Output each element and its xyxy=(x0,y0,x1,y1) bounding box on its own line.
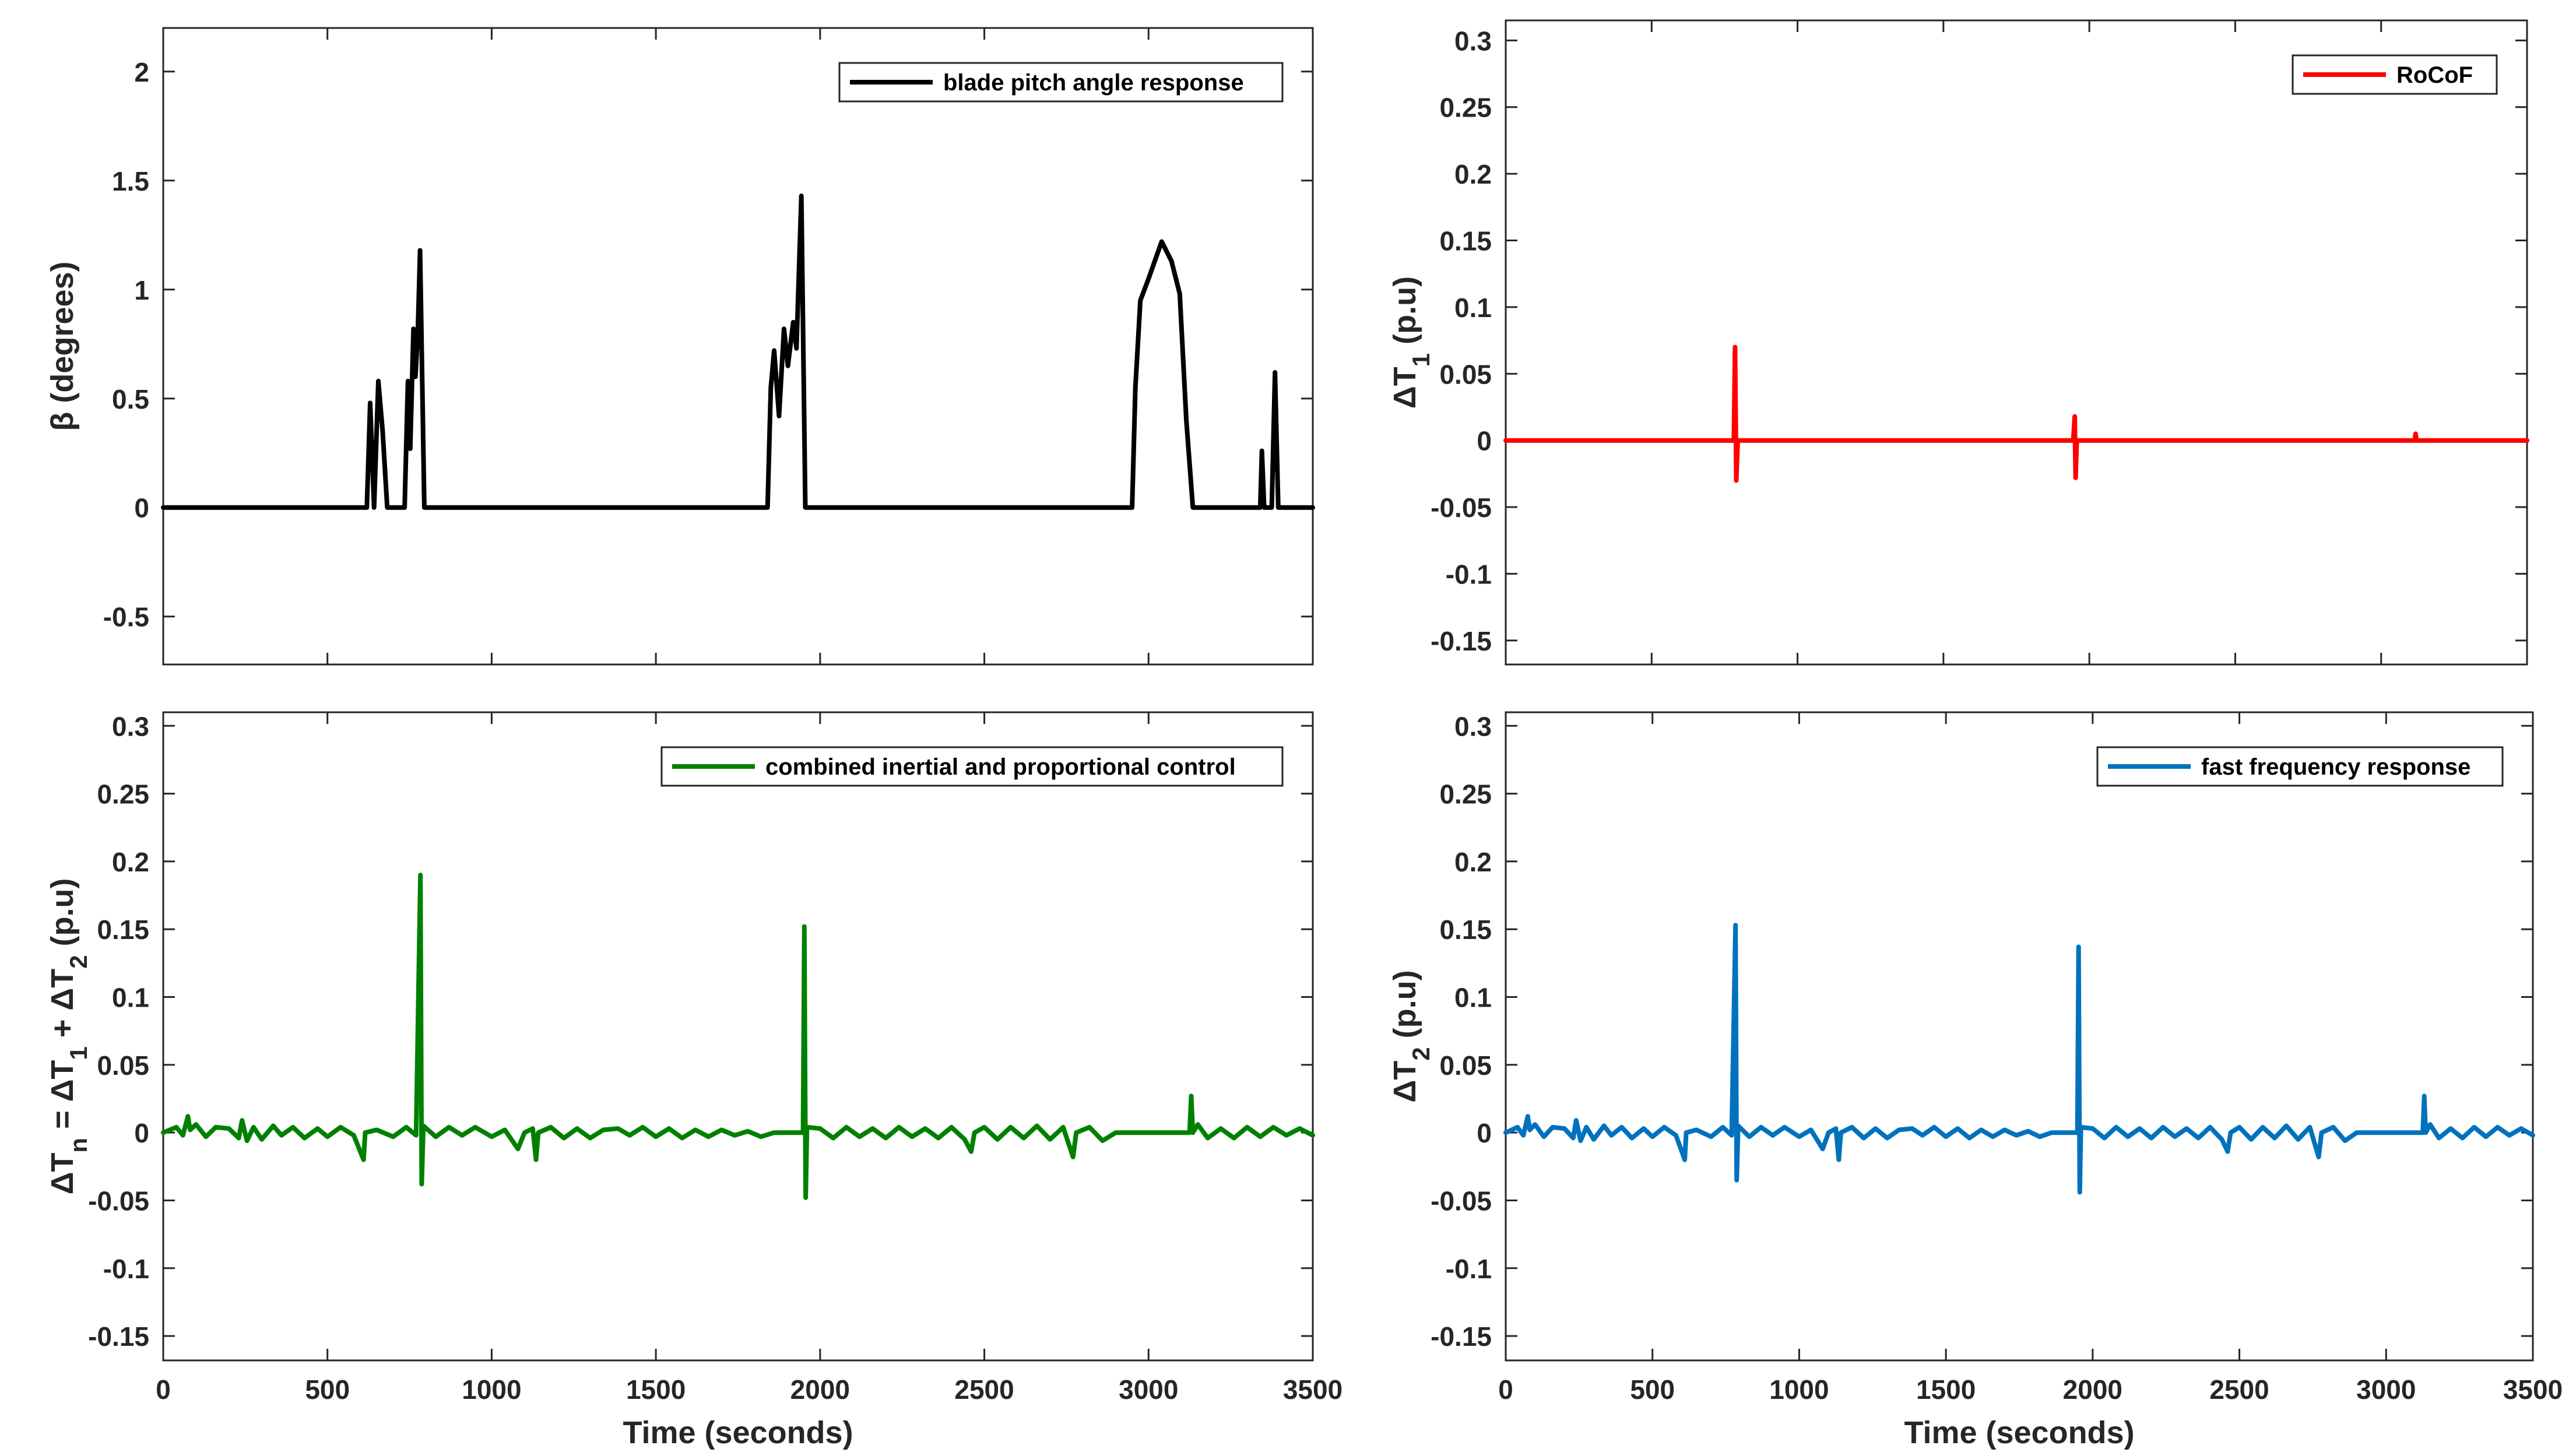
x-tick-label: 1000 xyxy=(1769,1374,1829,1405)
x-tick-label: 2500 xyxy=(954,1374,1014,1405)
legend: fast frequency response xyxy=(2096,746,2504,787)
y-axis-label-part: (p.u) xyxy=(1387,276,1422,353)
y-tick-label: 0.5 xyxy=(112,384,149,414)
y-tick-label: 0.2 xyxy=(1454,159,1492,189)
y-axis-label-part: β (degrees) xyxy=(45,261,80,431)
series-line xyxy=(161,873,1315,1200)
legend-label: combined inertial and proportional contr… xyxy=(765,754,1236,780)
y-tick-label: -0.05 xyxy=(1431,1186,1492,1216)
y-tick-label: 0 xyxy=(134,1118,149,1148)
y-axis-label-subscript: n xyxy=(65,1138,92,1153)
y-axis-label: ΔTn = ΔT1 + ΔT2 (p.u) xyxy=(45,878,92,1195)
y-tick-label: 0 xyxy=(1477,426,1492,456)
y-axis-label-part: ΔT xyxy=(1387,1061,1422,1103)
y-tick-label: -0.1 xyxy=(1446,1254,1492,1284)
y-axis-label-part: ΔT xyxy=(1387,367,1422,409)
x-tick-label: 1500 xyxy=(1916,1374,1976,1405)
x-tick-label: 3000 xyxy=(1119,1374,1178,1405)
legend-box xyxy=(660,746,1284,787)
series-line xyxy=(1503,923,2535,1195)
legend: RoCoF xyxy=(2292,54,2498,95)
plot-area xyxy=(1505,19,2528,666)
y-tick-label: 0.15 xyxy=(1439,915,1492,945)
legend-label: RoCoF xyxy=(2396,62,2473,88)
x-tick-label: 2000 xyxy=(2063,1374,2122,1405)
y-tick-label: -0.15 xyxy=(88,1321,149,1352)
y-tick-label: 0.1 xyxy=(1454,293,1492,323)
y-axis-label-subscript: 2 xyxy=(65,955,92,969)
series-line xyxy=(1503,344,2529,483)
y-tick-label: 0.3 xyxy=(1454,711,1492,741)
y-tick-label: -0.05 xyxy=(88,1186,149,1216)
y-tick-label: 0.1 xyxy=(112,983,149,1013)
x-tick-label: 3500 xyxy=(1283,1374,1343,1405)
y-tick-label: 0.15 xyxy=(97,915,149,945)
y-tick-label: 0.15 xyxy=(1439,226,1492,256)
y-axis-label-subscript: 2 xyxy=(1407,1047,1435,1060)
y-tick-label: 0.05 xyxy=(1439,1050,1492,1081)
legend: blade pitch angle response xyxy=(838,62,1284,103)
y-tick-label: 0.25 xyxy=(1439,93,1492,123)
series-line xyxy=(161,194,1315,510)
y-tick-label: 0.05 xyxy=(97,1050,149,1081)
x-tick-label: 0 xyxy=(1498,1374,1513,1405)
chart-pitch-angle: -0.5 0 0.5 1 1.5 2 β (degrees) blade pitch angl… xyxy=(45,27,1315,666)
y-tick-label: -0.1 xyxy=(1446,559,1492,589)
x-tick-label: 1500 xyxy=(626,1374,686,1405)
y-tick-label: 2 xyxy=(134,57,149,87)
y-axis-label-part: = ΔT xyxy=(45,1060,80,1138)
y-tick-label: -0.1 xyxy=(103,1254,149,1284)
y-axis-label-subscript: 1 xyxy=(65,1046,92,1060)
legend-box xyxy=(2096,746,2504,787)
y-tick-label: 0.25 xyxy=(97,779,149,810)
chart-rocof: -0.15 -0.1 -0.05 0 0.05 0.1 0.15 0.2 0.25 0.3 ΔT1 … xyxy=(1387,19,2529,666)
legend-label: fast frequency response xyxy=(2201,754,2470,780)
y-axis-label-part: ΔT xyxy=(45,1153,80,1195)
y-tick-label: 0.2 xyxy=(112,847,149,877)
plot-area xyxy=(162,27,1314,666)
x-tick-label: 1000 xyxy=(462,1374,521,1405)
x-tick-label: 2000 xyxy=(790,1374,850,1405)
y-axis-label: β (degrees) xyxy=(45,261,80,431)
y-axis-label-part: (p.u) xyxy=(1387,970,1422,1047)
x-tick-label: 3500 xyxy=(2503,1374,2563,1405)
plot-area xyxy=(162,711,1314,1362)
x-tick-label: 500 xyxy=(305,1374,350,1405)
y-tick-label: -0.5 xyxy=(103,602,149,632)
y-tick-label: -0.15 xyxy=(1431,626,1492,656)
x-tick-label: 0 xyxy=(156,1374,171,1405)
legend-label: blade pitch angle response xyxy=(943,70,1244,96)
x-tick-label: 500 xyxy=(1630,1374,1675,1405)
y-axis-label: ΔT1 (p.u) xyxy=(1387,276,1435,409)
y-tick-label: 1 xyxy=(134,275,149,305)
x-axis-label: Time (seconds) xyxy=(1904,1415,2134,1450)
y-tick-label: 0.3 xyxy=(112,711,149,741)
y-tick-label: 0 xyxy=(1477,1118,1492,1148)
y-tick-label: 0.3 xyxy=(1454,26,1492,56)
plot-area xyxy=(1505,711,2534,1362)
y-tick-label: 0 xyxy=(134,493,149,523)
y-tick-label: 0.1 xyxy=(1454,983,1492,1013)
y-axis-label: ΔT2 (p.u) xyxy=(1387,970,1435,1102)
chart-fast-frequency-response: -0.15 -0.1 -0.05 0 0.05 0.1 0.15 0.2 0.25 0.3 0 500… xyxy=(1387,711,2563,1450)
legend: combined inertial and proportional contr… xyxy=(660,746,1284,787)
x-tick-label: 3000 xyxy=(2356,1374,2416,1405)
y-tick-label: -0.05 xyxy=(1431,493,1492,523)
y-tick-label: -0.15 xyxy=(1431,1321,1492,1352)
y-tick-label: 0.2 xyxy=(1454,847,1492,877)
y-axis-label-subscript: 1 xyxy=(1407,353,1435,367)
y-tick-label: 0.05 xyxy=(1439,359,1492,389)
x-tick-label: 2500 xyxy=(2209,1374,2269,1405)
y-axis-label-part: + ΔT xyxy=(45,969,80,1046)
y-tick-label: 0.25 xyxy=(1439,779,1492,810)
y-axis-label-part: (p.u) xyxy=(45,878,80,955)
chart-combined-control: -0.15 -0.1 -0.05 0 0.05 0.1 0.15 0.2 0.25 0.3 0 500… xyxy=(45,711,1343,1450)
y-tick-label: 1.5 xyxy=(112,166,149,196)
x-axis-label: Time (seconds) xyxy=(623,1415,853,1450)
